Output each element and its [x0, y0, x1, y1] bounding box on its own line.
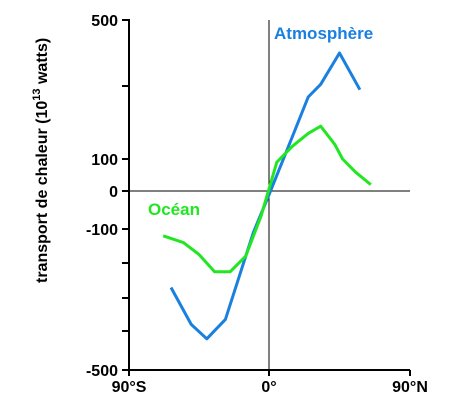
series-1-label: Océan [148, 200, 200, 219]
x-tick-label: 0° [261, 379, 276, 396]
y-tick-label: 100 [91, 152, 118, 169]
y-axis-label: transport de chaleur (1013 watts) [31, 38, 51, 283]
y-axis-label-suffix: watts) [34, 38, 51, 89]
x-tick-label: 90°S [112, 379, 147, 396]
y-tick-label: 0 [109, 184, 118, 201]
y-tick-label: -100 [86, 222, 118, 239]
y-axis-label-prefix: transport de chaleur (10 [34, 101, 51, 283]
series-0-label: Atmosphère [274, 24, 373, 43]
y-axis-label-exponent: 13 [31, 88, 43, 100]
x-tick-label: 90°N [392, 379, 428, 396]
y-tick-label: 500 [91, 13, 118, 30]
series: Atmosphère Océan [148, 24, 373, 341]
y-tick-label: -500 [86, 363, 118, 380]
series-1-line [162, 124, 372, 274]
